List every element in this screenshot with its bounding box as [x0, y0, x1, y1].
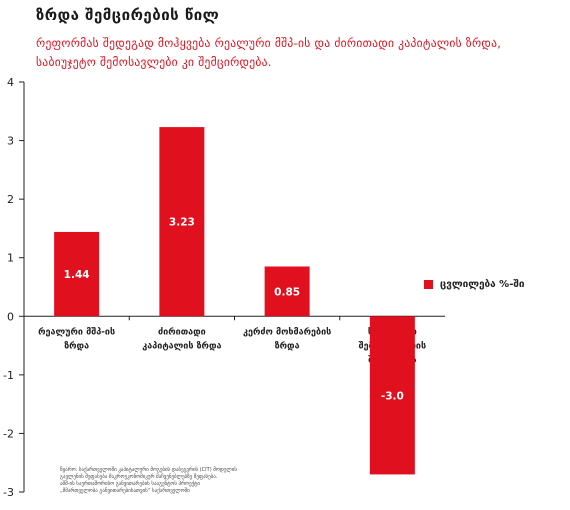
x-category-label: რეალური მშპ-ის	[38, 326, 115, 337]
data-label: 1.44	[64, 269, 90, 281]
source-line: აშშ-ის საერთაშორისო განვითარების სააგენტ…	[60, 481, 200, 487]
x-category-label: კაპიტალის ზრდა	[142, 340, 221, 351]
y-tick-label: 2	[7, 193, 14, 206]
x-category-label: კერძო მოხმარების	[243, 326, 331, 337]
data-label: 3.23	[169, 217, 195, 229]
legend-label: ცვლილება %-ში	[440, 279, 525, 290]
data-label: -3.0	[381, 390, 404, 402]
bar	[369, 316, 415, 475]
bar	[54, 231, 100, 317]
chart-subtitle: რეფორმას შედეგად მოჰყვება რეალური მშპ-ის…	[36, 36, 502, 69]
y-tick-label: -1	[3, 369, 14, 382]
y-tick-label: 4	[7, 76, 14, 89]
data-label: 0.85	[274, 286, 300, 298]
source-note: წყარო: საქართველოში კაპიტალური მოგების დ…	[60, 467, 360, 495]
y-tick-label: -2	[3, 427, 14, 440]
x-category-label: ძირითადი	[158, 326, 206, 337]
y-tick-label: 3	[7, 135, 14, 148]
x-category-label: ზრდა	[275, 340, 300, 351]
chart-legend: ცვლილება %-ში	[424, 279, 525, 290]
bar	[159, 127, 205, 317]
x-category-label: ზრდა	[64, 340, 89, 351]
y-tick-label: -3	[3, 486, 14, 499]
chart-title: ზრდა შემცირების წილ	[36, 6, 220, 24]
y-tick-label: 1	[7, 252, 14, 265]
source-line: გავლენის შეფასება მაკროეკონომიკურ მაჩვენ…	[60, 474, 218, 480]
y-tick-label: 0	[7, 310, 14, 323]
chart-bars: 1.44 3.23 0.85 -3.0	[54, 127, 415, 475]
source-line: „მმართველობა განვითარებისათვის“ საქართვე…	[60, 488, 190, 494]
source-line: წყარო: საქართველოში კაპიტალური მოგების დ…	[60, 467, 237, 473]
legend-swatch	[424, 280, 433, 289]
bar	[264, 266, 310, 317]
